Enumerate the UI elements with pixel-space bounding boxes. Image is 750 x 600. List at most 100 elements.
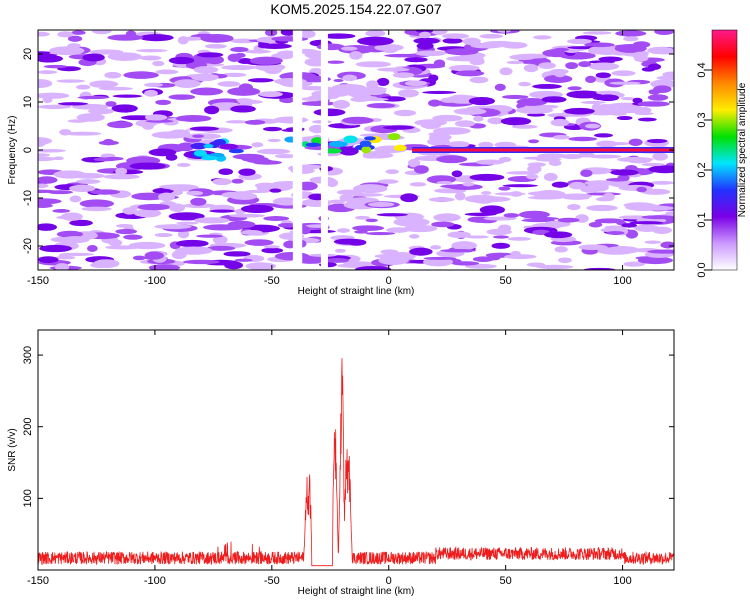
- heatmap-cell: [227, 87, 261, 96]
- heatmap-cell: [469, 57, 485, 66]
- heatmap-cell: [498, 186, 511, 191]
- heatmap-cell: [422, 90, 457, 95]
- heatmap-cell: [173, 79, 201, 88]
- heatmap-cell: [137, 203, 171, 211]
- heatmap-cell: [87, 245, 98, 252]
- heatmap-cell: [503, 213, 520, 218]
- heatmap-cell: [177, 162, 191, 167]
- heatmap-cell: [468, 96, 496, 106]
- x-tick-label: 0: [386, 575, 392, 587]
- heatmap-cell: [580, 100, 606, 105]
- heatmap-cell: [588, 46, 602, 55]
- heatmap-cell: [276, 50, 298, 57]
- heatmap-cell: [234, 258, 253, 262]
- heatmap-cell: [366, 103, 396, 109]
- heatmap-cell: [154, 224, 192, 230]
- heatmap-cell: [77, 95, 110, 100]
- heatmap-cell: [585, 123, 601, 129]
- heatmap-cell: [615, 30, 647, 37]
- heatmap-cell: [355, 266, 392, 270]
- heatmap-cell: [365, 30, 386, 37]
- heatmap-cell: [451, 94, 469, 99]
- heatmap-cell: [454, 120, 475, 128]
- heatmap-cell: [232, 153, 265, 160]
- heatmap-cell: [380, 96, 406, 102]
- heatmap-cell: [554, 246, 568, 253]
- heatmap-cell: [280, 30, 297, 36]
- heatmap-cell: [320, 33, 356, 39]
- heatmap-cell: [64, 131, 102, 136]
- heatmap-cell: [206, 245, 236, 251]
- heatmap-cell: [646, 138, 668, 144]
- heatmap-cell: [596, 94, 620, 102]
- heatmap-cell: [475, 159, 505, 165]
- heatmap-cell: [200, 34, 234, 43]
- heatmap-cell: [49, 51, 82, 55]
- heatmap-cell: [554, 70, 566, 78]
- heatmap-blob-cell: [194, 150, 207, 157]
- heatmap-blob-cell: [343, 135, 358, 144]
- heatmap-cell: [550, 118, 570, 127]
- heatmap-cell: [134, 210, 155, 217]
- heatmap-cell: [217, 81, 241, 87]
- heatmap-cell: [647, 94, 669, 101]
- heatmap-cell: [365, 218, 378, 223]
- heatmap-cell: [650, 180, 674, 185]
- heatmap-cell: [144, 82, 163, 87]
- heatmap-cell: [38, 183, 49, 189]
- heatmap-cell: [103, 156, 124, 161]
- heatmap-cell: [103, 174, 140, 180]
- heatmap-cell: [404, 214, 423, 219]
- heatmap-cell: [264, 30, 278, 37]
- heatmap-cell: [593, 62, 614, 70]
- heatmap-cell: [648, 165, 674, 174]
- heatmap-cell: [441, 33, 469, 39]
- heatmap-cell: [654, 30, 674, 35]
- heatmap-cell: [38, 198, 62, 205]
- heatmap-cell: [333, 78, 344, 83]
- heatmap-cell: [176, 221, 199, 225]
- heatmap-cell: [588, 221, 603, 228]
- heatmap-cell: [256, 148, 291, 155]
- heatmap-cell: [611, 70, 636, 77]
- heatmap-cell: [623, 261, 645, 267]
- heatmap-cell: [536, 264, 574, 270]
- heatmap-cell: [408, 158, 421, 168]
- spectrogram-x-ticks: -150 -100 -50 0 50 100: [27, 30, 632, 287]
- heatmap-cell: [385, 169, 399, 175]
- heatmap-cell: [566, 38, 593, 45]
- colorbar-tick-label: 0.0: [696, 262, 708, 277]
- heatmap-cell: [104, 245, 141, 250]
- heatmap-cell: [365, 231, 396, 236]
- heatmap-cell: [234, 192, 258, 200]
- heatmap-cell: [557, 217, 580, 223]
- heatmap-cell: [112, 94, 143, 98]
- heatmap-cell: [349, 50, 363, 60]
- heatmap-cell: [182, 259, 220, 265]
- heatmap-cell: [479, 33, 504, 39]
- x-tick-label: 50: [500, 275, 512, 287]
- heatmap-cell: [644, 240, 662, 244]
- heatmap-cell: [244, 189, 271, 194]
- heatmap-cell: [148, 148, 177, 157]
- heatmap-cells: [38, 30, 674, 270]
- heatmap-cell: [241, 230, 263, 235]
- heatmap-cell: [632, 41, 651, 48]
- heatmap-cell: [393, 109, 417, 117]
- heatmap-blank-band: [292, 30, 303, 270]
- heatmap-cell: [38, 137, 47, 147]
- heatmap-cell: [582, 31, 612, 35]
- heatmap-cell: [38, 104, 72, 110]
- heatmap-cell: [168, 94, 196, 100]
- y-tick-label: 200: [22, 418, 34, 436]
- heatmap-cell: [148, 264, 181, 270]
- heatmap-cell: [585, 75, 596, 84]
- heatmap-cell: [350, 96, 370, 102]
- heatmap-cell: [337, 228, 351, 233]
- heatmap-cell: [38, 156, 57, 162]
- heatmap-cell: [225, 120, 248, 124]
- heatmap-cell: [230, 105, 256, 113]
- heatmap-cell: [139, 55, 162, 61]
- heatmap-blob-cell: [203, 143, 214, 149]
- heatmap-cell: [341, 116, 374, 124]
